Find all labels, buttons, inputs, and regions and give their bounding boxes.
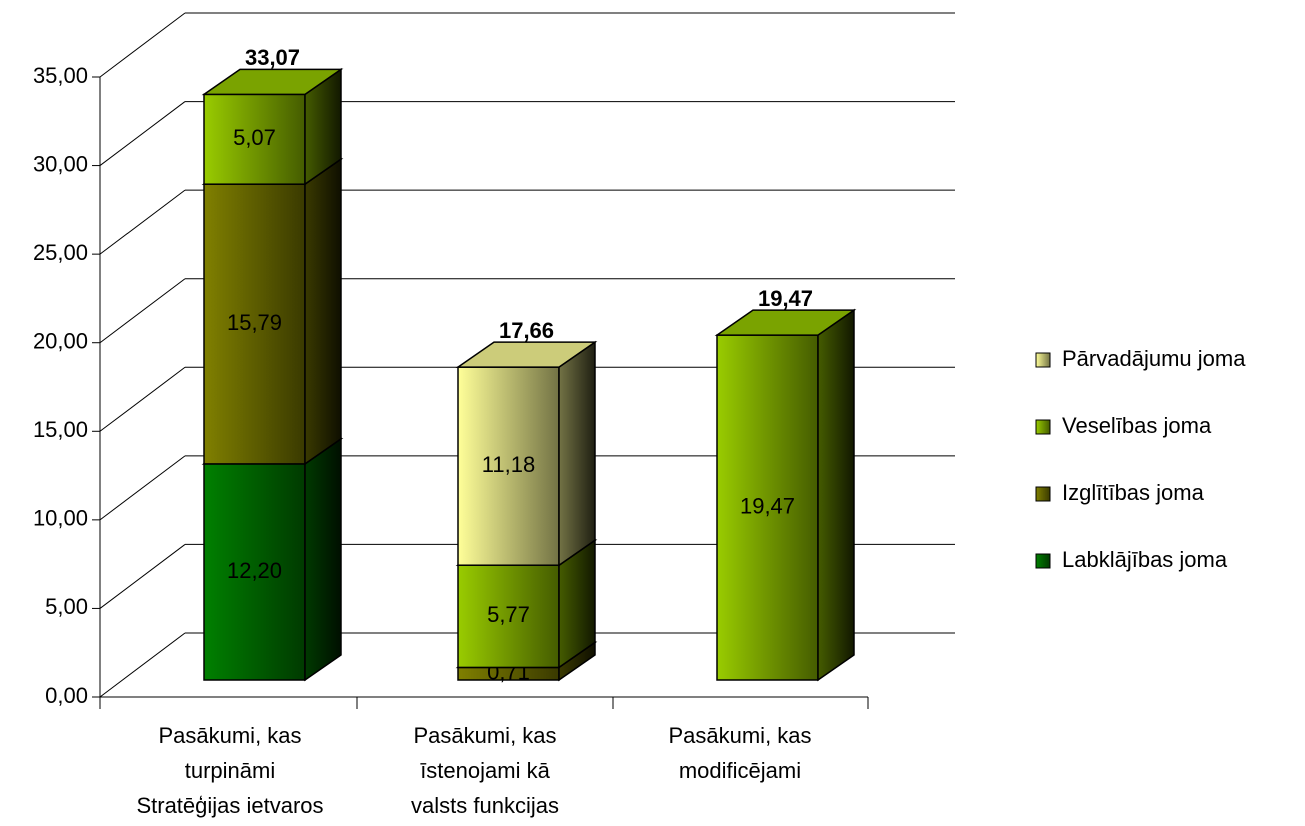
bar-top bbox=[201, 68, 344, 96]
grid-line bbox=[99, 366, 186, 432]
legend-swatch bbox=[1035, 419, 1051, 435]
total-label: 33,07 bbox=[245, 45, 300, 70]
bar-front bbox=[457, 366, 560, 566]
legend-swatch bbox=[1035, 352, 1051, 368]
value-label: 5,07 bbox=[233, 125, 276, 150]
legend-label: Veselības joma bbox=[1062, 413, 1212, 438]
bar-front bbox=[203, 93, 306, 185]
floor-edge bbox=[99, 632, 186, 698]
value-label: 15,79 bbox=[227, 310, 282, 335]
bar-side bbox=[817, 308, 855, 682]
grid-line bbox=[99, 12, 186, 78]
x-tick-label: īstenojami kā bbox=[420, 758, 550, 783]
x-tick-label: modificējami bbox=[679, 758, 801, 783]
y-tick-label: 35,00 bbox=[33, 63, 88, 88]
bar-top bbox=[714, 309, 857, 336]
y-tick-label: 5,00 bbox=[45, 594, 88, 619]
y-tick-label: 20,00 bbox=[33, 329, 88, 354]
bar-front bbox=[203, 183, 306, 465]
bar-side bbox=[304, 437, 342, 682]
total-label: 19,47 bbox=[758, 286, 813, 311]
bar-top bbox=[455, 341, 598, 368]
grid-line bbox=[99, 455, 186, 521]
value-label: 11,18 bbox=[482, 452, 535, 477]
y-tick-label: 30,00 bbox=[33, 151, 88, 176]
grid-line bbox=[99, 101, 186, 166]
y-tick-label: 10,00 bbox=[33, 506, 88, 531]
y-tick-label: 0,00 bbox=[45, 683, 88, 708]
value-label: 5,77 bbox=[487, 602, 530, 627]
bar-side bbox=[558, 340, 596, 567]
total-label: 17,66 bbox=[499, 318, 554, 343]
value-label: 19,47 bbox=[740, 493, 795, 518]
legend-label: Izglītības joma bbox=[1062, 480, 1205, 505]
x-tick-label: Pasākumi, kas bbox=[413, 723, 556, 748]
x-tick-label: valsts funkcijas bbox=[411, 793, 559, 818]
x-tick-label: Pasākumi, kas bbox=[158, 723, 301, 748]
x-tick-label: Stratēģijas ietvaros bbox=[136, 793, 323, 818]
grid-line bbox=[99, 189, 186, 255]
value-label: 12,20 bbox=[227, 558, 282, 583]
legend-swatch bbox=[1035, 486, 1051, 502]
legend-swatch bbox=[1035, 553, 1051, 569]
y-tick-label: 25,00 bbox=[33, 240, 88, 265]
legend-label: Pārvadājumu joma bbox=[1062, 346, 1246, 371]
x-tick-label: Pasākumi, kas bbox=[668, 723, 811, 748]
y-tick-label: 15,00 bbox=[33, 417, 88, 442]
bar-side bbox=[304, 157, 342, 466]
grid-line bbox=[99, 544, 186, 609]
grid-line bbox=[99, 278, 186, 344]
bar-front bbox=[203, 463, 306, 681]
legend-label: Labklājības joma bbox=[1062, 547, 1228, 572]
x-tick-label: turpināmi bbox=[185, 758, 275, 783]
